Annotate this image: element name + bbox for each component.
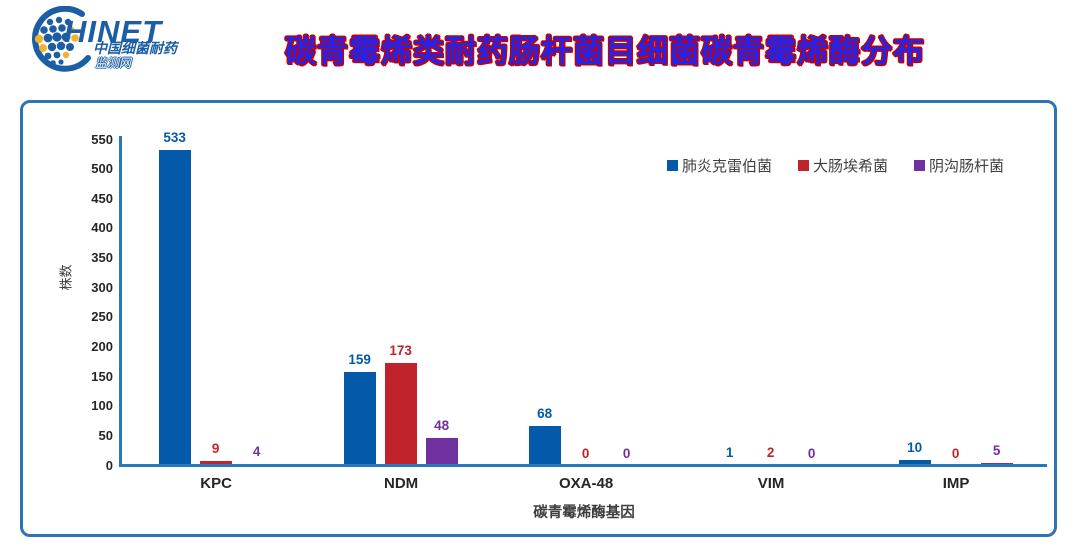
y-tick-100: 100 [91,398,113,414]
bar-value-阴沟肠杆菌-NDM: 48 [434,417,450,433]
y-tick-0: 0 [105,457,113,473]
bar-value-肺炎克雷伯菌-KPC: 533 [163,129,186,145]
y-tick-450: 450 [91,190,113,206]
y-axis-line [119,136,122,467]
page-title: 碳青霉烯类耐药肠杆菌目细菌碳青霉烯酶分布 [285,34,925,69]
legend-item-1: 大肠埃希菌 [797,155,888,176]
chart-legend: 肺炎克雷伯菌 大肠埃希菌 阴沟肠杆菌 [666,155,1004,176]
logo-dot-cluster [34,16,79,66]
legend-label: 大肠埃希菌 [812,158,888,175]
y-tick-150: 150 [91,368,113,384]
chinet-logo-icon [32,6,91,72]
bar-大肠埃希菌-KPC [199,460,232,466]
y-tick-550: 550 [91,131,113,147]
x-axis-line [119,464,1047,467]
chart-frame: 肺炎克雷伯菌 大肠埃希菌 阴沟肠杆菌 株数 碳青霉烯酶基因 0 50 100 150 200… [20,100,1057,537]
bar-value-大肠埃希菌-NDM: 173 [389,342,412,358]
y-tick-400: 400 [91,220,113,236]
legend-swatch-icon [797,160,809,171]
bar-value-大肠埃希菌-KPC: 9 [211,440,220,456]
bar-value-大肠埃希菌-VIM: 2 [766,444,775,460]
bar-肺炎克雷伯菌-KPC [158,149,191,466]
bar-阴沟肠杆菌-NDM [425,437,458,466]
bar-value-阴沟肠杆菌-VIM: 0 [807,445,816,461]
category-label-VIM: VIM [757,475,785,492]
bar-value-大肠埃希菌-OXA-48: 0 [581,445,590,461]
logo-subtitle-cn: 中国细菌耐药 [93,40,177,56]
y-tick-500: 500 [91,161,113,177]
category-label-KPC: KPC [200,475,232,492]
bar-肺炎克雷伯菌-OXA-48 [528,425,561,466]
chinet-logo: HINET 中国细菌耐药 监测网 [20,6,250,86]
logo-subtitle-network: 监测网 [95,56,132,70]
bar-value-大肠埃希菌-IMP: 0 [951,445,960,461]
legend-label: 肺炎克雷伯菌 [681,158,772,175]
logo-wordmark: HINET [64,14,162,49]
category-label-NDM: NDM [384,475,419,492]
bar-value-阴沟肠杆菌-IMP: 5 [992,442,1001,458]
y-tick-200: 200 [91,338,113,354]
legend-swatch-icon [666,160,678,171]
y-tick-250: 250 [91,309,113,325]
y-tick-50: 50 [98,427,113,443]
bar-value-肺炎克雷伯菌-IMP: 10 [907,439,923,455]
legend-item-0: 肺炎克雷伯菌 [666,155,772,176]
y-tick-300: 300 [91,279,113,295]
bar-value-阴沟肠杆菌-OXA-48: 0 [622,445,631,461]
legend-item-2: 阴沟肠杆菌 [913,155,1004,176]
legend-label: 阴沟肠杆菌 [928,158,1004,175]
x-axis-title: 碳青霉烯酶基因 [533,505,635,521]
bar-肺炎克雷伯菌-IMP [898,459,931,466]
bar-大肠埃希菌-NDM [384,362,417,466]
category-label-IMP: IMP [942,475,970,492]
bar-肺炎克雷伯菌-NDM [343,371,376,466]
legend-swatch-icon [913,160,925,171]
bar-value-肺炎克雷伯菌-OXA-48: 68 [537,405,553,421]
bar-value-阴沟肠杆菌-KPC: 4 [252,443,261,459]
bar-value-肺炎克雷伯菌-VIM: 1 [725,444,734,460]
y-tick-350: 350 [91,250,113,266]
category-label-OXA-48: OXA-48 [559,475,614,492]
bar-value-肺炎克雷伯菌-NDM: 159 [348,351,371,367]
